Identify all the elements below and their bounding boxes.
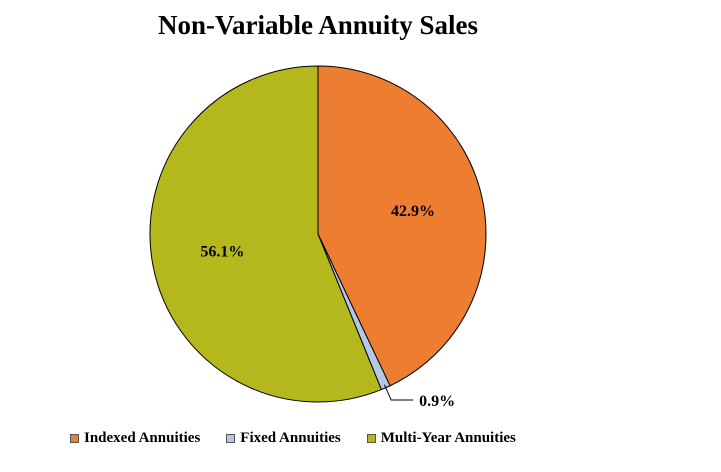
legend-swatch: [70, 434, 79, 443]
leader-line: [383, 384, 414, 401]
pie-slice-indexed-annuities: [317, 65, 487, 387]
legend-item-fixed-annuities: Fixed Annuities: [226, 430, 341, 447]
pie-slice-multi-year-annuities: [149, 65, 383, 403]
legend-swatch: [226, 434, 236, 443]
legend-item-indexed-annuities: Indexed Annuities: [70, 430, 200, 447]
chart-legend: Indexed Annuities Fixed Annuities Multi-Ye…: [70, 430, 542, 447]
legend-label: Fixed Annuities: [240, 430, 341, 446]
legend-label: Multi-Year Annuities: [380, 430, 516, 446]
legend-swatch: [366, 434, 376, 443]
legend-item-multi-year-annuities: Multi-Year Annuities: [366, 430, 516, 447]
data-label-multi-year-annuities: 56.1%: [200, 243, 244, 260]
legend-label: Indexed Annuities: [84, 430, 201, 446]
data-label-indexed-annuities: 42.9%: [391, 203, 435, 220]
data-label-fixed-annuities: 0.9%: [419, 393, 455, 410]
chart-title: Non-Variable Annuity Sales: [157, 10, 479, 40]
